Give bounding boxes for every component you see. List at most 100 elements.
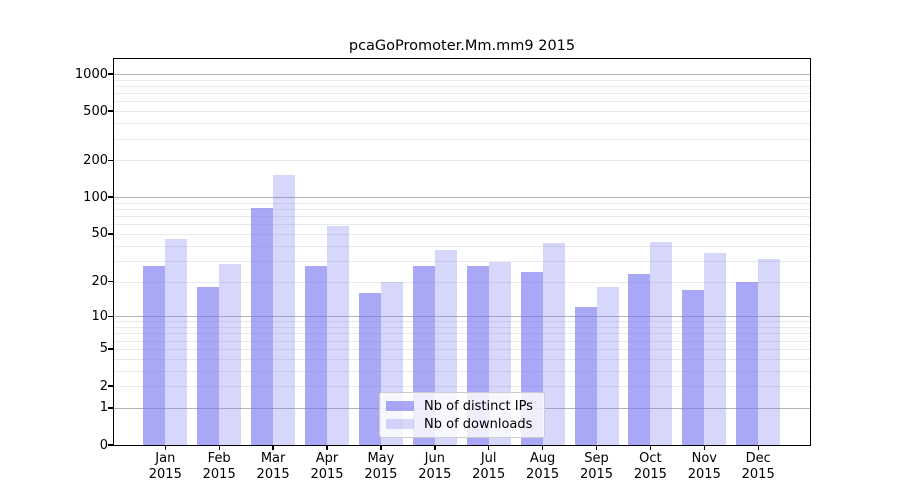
minor-gridline: [114, 160, 810, 162]
minor-gridline: [114, 348, 810, 350]
y-tick-label: 500: [83, 103, 108, 119]
minor-gridline: [114, 327, 810, 328]
x-tick: [703, 446, 705, 450]
y-tick: [108, 159, 113, 161]
x-tick: [218, 446, 220, 450]
x-tick-label-apr: Apr 2015: [299, 451, 355, 483]
y-tick-label: 200: [83, 152, 108, 168]
y-tick: [108, 315, 113, 317]
minor-gridline: [114, 224, 810, 226]
x-tick: [595, 446, 598, 450]
x-tick: [649, 446, 652, 450]
bar-dec-downloads: [758, 258, 781, 445]
x-tick-label-nov: Nov 2015: [676, 451, 732, 483]
bar-mar-ips: [251, 207, 274, 445]
legend-item-distinct-ips: Nb of distinct IPs: [386, 397, 538, 415]
year-label: 2015: [472, 467, 506, 482]
x-tick-label-jun: Jun 2015: [407, 451, 463, 483]
bar-apr-ips: [305, 266, 327, 445]
y-tick: [108, 407, 113, 409]
month-label: Nov: [691, 451, 717, 466]
bar-jan-ips: [143, 266, 166, 445]
x-tick: [757, 446, 759, 450]
year-label: 2015: [579, 467, 614, 482]
x-tick-label-aug: Aug 2015: [515, 451, 571, 483]
x-tick: [272, 446, 274, 450]
month-label: Jul: [480, 451, 497, 466]
y-tick: [108, 444, 113, 446]
y-tick: [108, 280, 113, 283]
year-label: 2015: [202, 467, 236, 482]
year-label: 2015: [633, 467, 667, 482]
month-label: Feb: [207, 451, 231, 466]
month-label: Dec: [745, 451, 771, 466]
minor-gridline: [114, 111, 810, 113]
bar-apr-downloads: [327, 226, 349, 445]
minor-gridline: [114, 216, 810, 218]
y-tick-label: 2: [99, 378, 108, 394]
minor-gridline: [114, 281, 810, 283]
month-label: Aug: [529, 451, 556, 466]
month-label: Jan: [155, 451, 176, 466]
y-tick-label: 0: [99, 437, 108, 453]
minor-gridline: [114, 93, 810, 95]
bar-feb-downloads: [219, 264, 242, 445]
minor-gridline: [114, 386, 810, 387]
bar-jan-downloads: [165, 239, 188, 445]
year-label: 2015: [526, 467, 560, 482]
y-tick-label: 5: [99, 341, 108, 357]
year-label: 2015: [418, 467, 452, 482]
x-tick-label-jan: Jan 2015: [137, 451, 193, 483]
minor-gridline: [114, 340, 810, 342]
minor-gridline: [114, 245, 810, 247]
y-tick: [108, 73, 113, 75]
chart-title: pcaGoPromoter.Mm.mm9 2015: [348, 38, 576, 54]
minor-gridline: [114, 233, 810, 235]
major-gridline: [114, 74, 810, 75]
y-tick-label: 10: [91, 308, 108, 324]
year-label: 2015: [256, 467, 290, 482]
month-label: Sep: [584, 451, 609, 466]
x-tick-label-may: May 2015: [353, 451, 409, 483]
y-tick: [108, 196, 113, 198]
major-gridline: [114, 197, 810, 199]
x-tick: [541, 446, 544, 450]
bar-oct-downloads: [650, 241, 673, 445]
legend-swatch-downloads: [386, 419, 414, 429]
year-label: 2015: [741, 467, 775, 482]
year-label: 2015: [687, 467, 721, 482]
x-tick-label-feb: Feb 2015: [191, 451, 247, 483]
year-label: 2015: [364, 467, 398, 482]
y-tick-label: 1: [99, 400, 108, 416]
minor-gridline: [114, 86, 810, 87]
minor-gridline: [114, 321, 810, 323]
x-tick: [164, 446, 167, 450]
bar-sep-downloads: [596, 286, 619, 445]
plot-area: Nb of distinct IPs Nb of downloads: [113, 58, 811, 446]
month-label: Oct: [639, 451, 662, 466]
y-tick-label: 1000: [74, 66, 108, 82]
bar-oct-ips: [628, 274, 651, 445]
x-tick: [434, 446, 436, 450]
x-tick-label-mar: Mar 2015: [245, 451, 301, 483]
bar-nov-downloads: [704, 252, 727, 445]
legend: Nb of distinct IPs Nb of downloads: [379, 392, 545, 438]
minor-gridline: [114, 101, 810, 103]
bar-nov-ips: [682, 289, 705, 445]
major-gridline: [114, 316, 810, 318]
x-tick: [380, 446, 382, 450]
y-tick: [108, 110, 113, 112]
bar-aug-downloads: [542, 243, 565, 445]
minor-gridline: [114, 260, 810, 262]
legend-swatch-distinct-ips: [386, 401, 414, 411]
y-tick: [108, 348, 113, 350]
bar-mar-downloads: [273, 174, 296, 445]
month-label: Mar: [260, 451, 286, 466]
minor-gridline: [114, 79, 810, 81]
x-tick: [487, 446, 490, 450]
y-tick: [108, 385, 113, 387]
year-label: 2015: [310, 467, 344, 482]
bar-may-ips: [358, 292, 381, 445]
legend-item-downloads: Nb of downloads: [386, 415, 538, 433]
